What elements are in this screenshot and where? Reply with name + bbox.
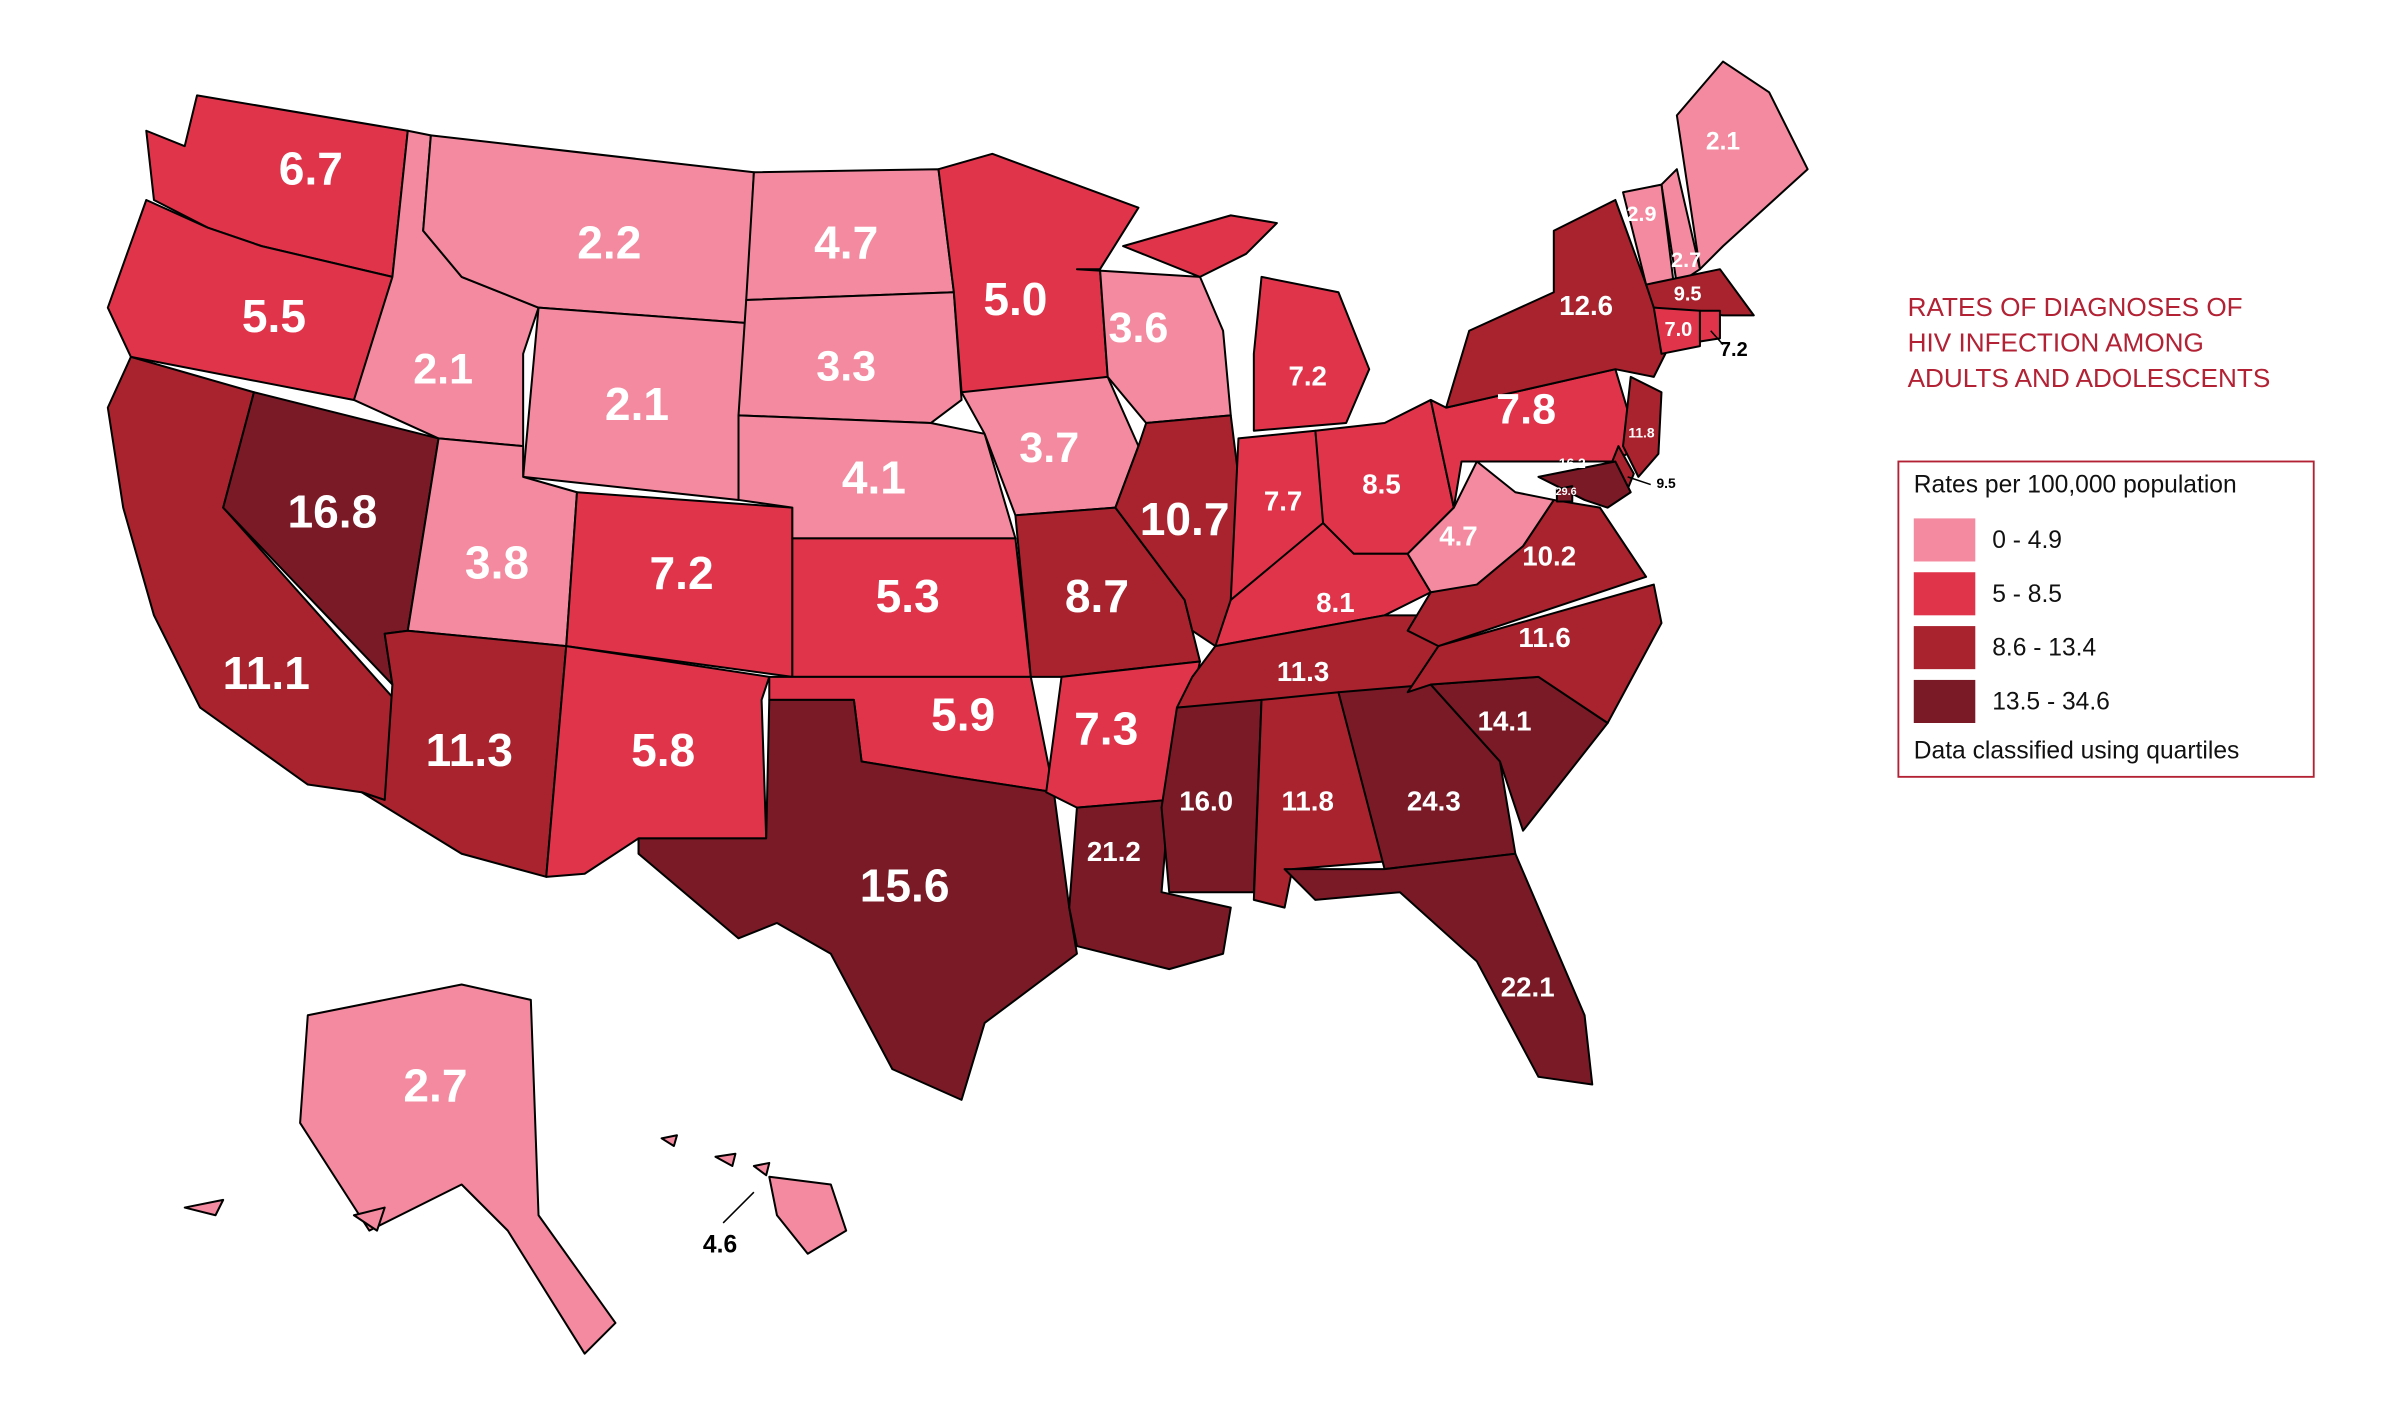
state-value-label: 4.1 xyxy=(842,452,906,504)
state-shape xyxy=(1160,698,1263,894)
state-value-label: 29.6 xyxy=(1556,486,1577,498)
state-value-label: 3.6 xyxy=(1109,304,1169,352)
state-value-label: 2.1 xyxy=(605,378,669,430)
state-shape xyxy=(1406,460,1555,594)
state-value-label: 16.8 xyxy=(288,486,378,538)
state-value-label: 7.8 xyxy=(1496,386,1556,434)
state-shape xyxy=(1122,214,1278,278)
state-shape xyxy=(183,1198,225,1217)
leader-line xyxy=(1627,476,1651,486)
legend-swatch xyxy=(1913,679,1976,723)
title-line: HIV INFECTION AMONG xyxy=(1908,327,2204,357)
state-value-label: 10.7 xyxy=(1140,493,1230,545)
state-value-label: 5.5 xyxy=(242,290,306,342)
state-value-label: 3.3 xyxy=(816,343,876,391)
title-line: ADULTS AND ADOLESCENTS xyxy=(1908,363,2271,393)
state-value-label: 2.7 xyxy=(1671,248,1701,272)
state-shape xyxy=(1698,309,1721,343)
state-shape xyxy=(737,291,963,425)
leader-line xyxy=(1710,330,1724,346)
state-shape xyxy=(1645,268,1755,317)
state-shape xyxy=(768,1175,848,1255)
state-shape xyxy=(752,1161,771,1177)
state-shape xyxy=(1283,852,1594,1086)
state-value-label: 11.8 xyxy=(1628,424,1654,440)
state-shape xyxy=(660,1134,678,1148)
state-value-label: 8.1 xyxy=(1316,587,1354,618)
state-value-label: 2.1 xyxy=(413,346,473,394)
state-shape xyxy=(352,1206,386,1232)
state-shape xyxy=(714,1152,737,1168)
state-value-label: 24.3 xyxy=(1407,785,1461,816)
state-shape xyxy=(299,983,617,1355)
state-shape xyxy=(1252,275,1371,432)
state-shape xyxy=(1675,60,1809,271)
legend-label: 13.5 - 34.6 xyxy=(1992,688,2110,715)
state-value-label: 12.6 xyxy=(1559,290,1613,321)
state-value-label: 11.3 xyxy=(1277,656,1329,687)
state-value-label: 7.7 xyxy=(1264,485,1302,516)
state-shape xyxy=(1622,375,1663,478)
state-value-label: 11.8 xyxy=(1282,785,1334,816)
state-value-label: 5.8 xyxy=(631,724,695,776)
state-shape xyxy=(1406,583,1663,724)
state-value-label: 3.8 xyxy=(465,536,529,588)
state-value-label: 7.3 xyxy=(1074,702,1138,754)
state-value-label: 8.7 xyxy=(1065,570,1129,622)
state-value-label: 7.2 xyxy=(650,547,714,599)
legend-box xyxy=(1897,460,2315,778)
state-shape xyxy=(637,698,1078,1101)
title-line: RATES OF DIAGNOSES OF xyxy=(1908,292,2243,322)
map-title: RATES OF DIAGNOSES OF HIV INFECTION AMONG… xyxy=(1908,292,2271,393)
state-shape xyxy=(1555,485,1574,503)
legend-swatch xyxy=(1913,572,1976,616)
states xyxy=(106,60,1809,1355)
leader-line xyxy=(722,1191,755,1224)
state-value-label: 7.2 xyxy=(1720,339,1748,361)
state-value-label: 9.5 xyxy=(1674,284,1702,306)
state-value-label: 5.9 xyxy=(931,689,995,741)
state-value-label: 2.7 xyxy=(403,1059,467,1111)
state-value-label: 2.9 xyxy=(1627,202,1657,226)
state-value-label: 14.1 xyxy=(1478,705,1532,736)
state-value-label: 10.2 xyxy=(1522,541,1576,572)
state-value-label: 2.1 xyxy=(1706,129,1740,156)
state-value-label: 3.7 xyxy=(1019,424,1079,472)
state-value-label: 15.6 xyxy=(860,859,950,911)
state-value-label: 7.2 xyxy=(1288,361,1326,392)
state-value-label: 21.2 xyxy=(1087,836,1141,867)
state-value-label: 2.2 xyxy=(577,216,641,268)
state-shape xyxy=(1537,460,1632,509)
state-value-label: 11.6 xyxy=(1518,622,1570,653)
state-value-label: 5.0 xyxy=(983,273,1047,325)
state-value-label: 22.1 xyxy=(1501,971,1555,1002)
state-value-label: 8.5 xyxy=(1362,468,1400,499)
state-value-label: 16.0 xyxy=(1179,785,1233,816)
state-value-label: 6.7 xyxy=(279,142,343,194)
legend-label: 8.6 - 13.4 xyxy=(1992,635,2096,662)
state-shape xyxy=(1114,414,1255,648)
state-value-label: 5.3 xyxy=(876,570,940,622)
legend-title: Rates per 100,000 population xyxy=(1914,472,2237,499)
legend-swatch xyxy=(1913,518,1976,562)
state-value-label: 7.0 xyxy=(1665,319,1693,341)
legend-note: Data classified using quartiles xyxy=(1914,738,2240,765)
state-shape xyxy=(1429,368,1640,509)
state-value-label: 4.7 xyxy=(814,216,878,268)
legend: 0 - 4.9 5 - 8.5 8.6 - 13.4 13.5 - 34.6 xyxy=(1913,518,2110,723)
state-shape xyxy=(1652,306,1701,355)
state-value-label: 4.7 xyxy=(1439,521,1477,552)
state-value-label: 11.3 xyxy=(426,724,513,776)
state-value-label: 11.1 xyxy=(223,647,310,699)
state-labels: 6.7 5.5 11.1 16.8 2.1 2.2 2.1 3.8 7.2 11.3 5.8 4.7 3… xyxy=(223,129,1748,1259)
state-value-label: 9.5 xyxy=(1656,475,1676,491)
state-value-label: 16.2 xyxy=(1559,455,1586,471)
state-value-label: 4.6 xyxy=(703,1232,737,1259)
legend-swatch xyxy=(1913,626,1976,670)
legend-label: 0 - 4.9 xyxy=(1992,527,2062,554)
state-shape xyxy=(1660,168,1701,286)
legend-label: 5 - 8.5 xyxy=(1992,581,2062,608)
